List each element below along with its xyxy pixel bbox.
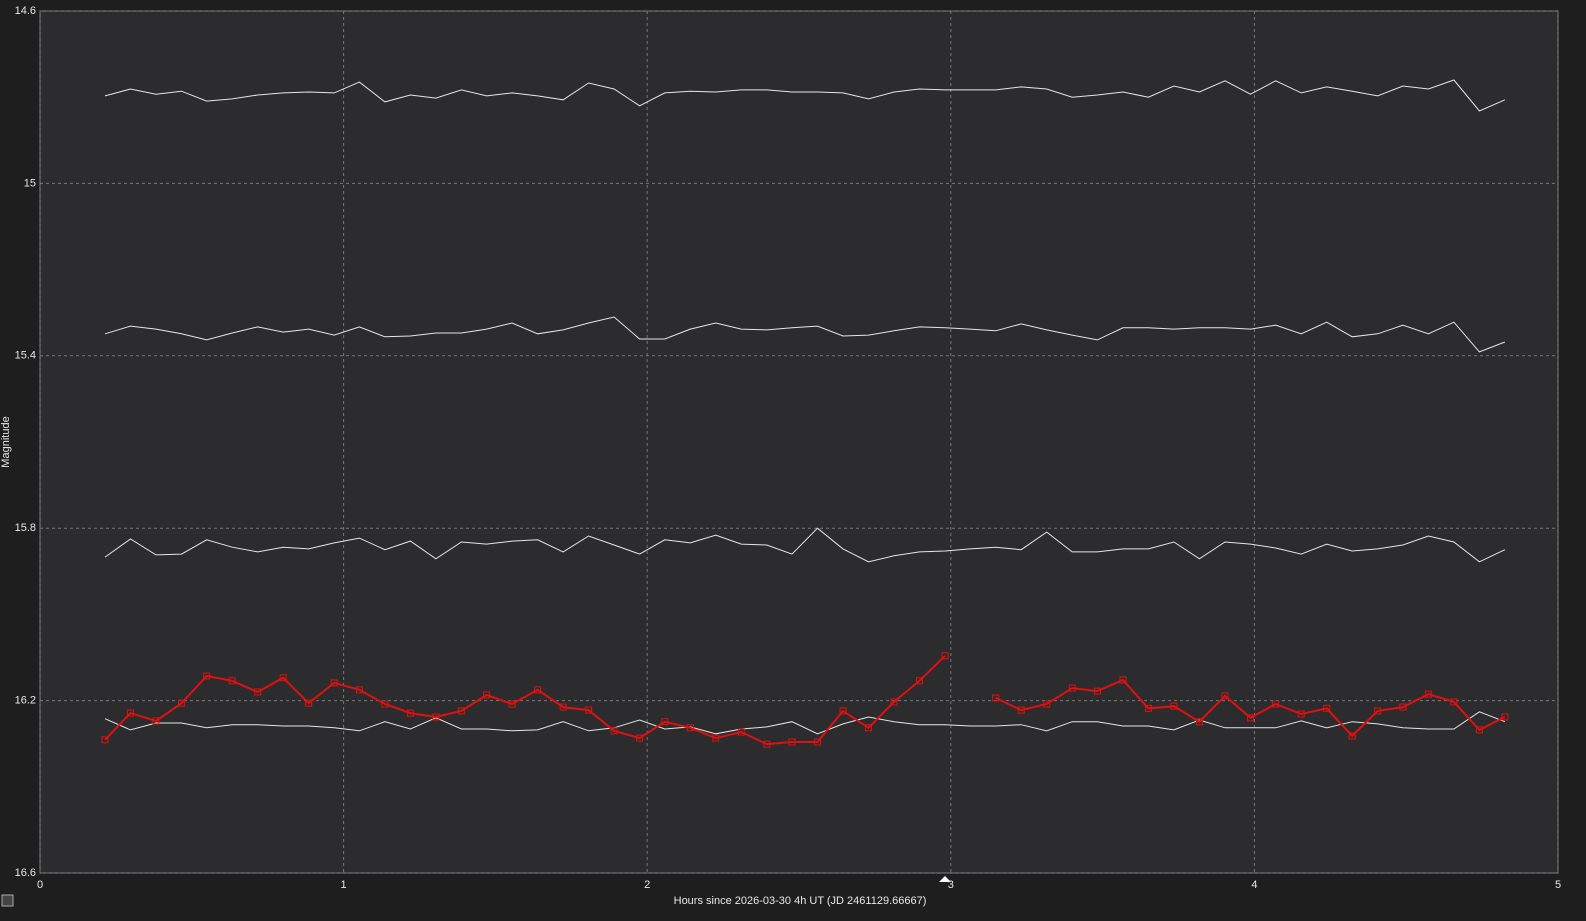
y-tick-label: 15 (24, 177, 36, 189)
data-point (763, 740, 771, 748)
y-axis-label: Magnitude (0, 416, 12, 467)
data-point (788, 738, 796, 746)
data-point (636, 734, 644, 742)
data-point (406, 709, 414, 717)
data-point (1399, 703, 1407, 711)
x-axis-label: Hours since 2026-03-30 4h UT (JD 2461129… (674, 895, 927, 907)
data-point (941, 652, 949, 660)
data-point (1221, 692, 1229, 700)
data-point (661, 718, 669, 726)
data-point (865, 724, 873, 732)
data-point (1374, 707, 1382, 715)
data-point (1501, 713, 1509, 721)
data-point (152, 717, 160, 725)
data-point (737, 728, 745, 736)
data-point (1119, 676, 1127, 684)
data-point (712, 734, 720, 742)
data-point (1017, 706, 1025, 714)
x-tick-label: 1 (341, 879, 347, 891)
data-point (1093, 687, 1101, 695)
data-point (534, 686, 542, 694)
data-point (203, 672, 211, 680)
x-tick-label: 0 (37, 879, 43, 891)
data-point (1272, 700, 1280, 708)
data-point (1246, 714, 1254, 722)
data-point (508, 700, 516, 708)
current-time-marker (939, 876, 951, 882)
data-point (814, 738, 822, 746)
data-point (1424, 690, 1432, 698)
data-point (126, 709, 134, 717)
data-point (483, 691, 491, 699)
data-point (559, 703, 567, 711)
data-point (1348, 732, 1356, 740)
data-point (279, 674, 287, 682)
data-point (1475, 726, 1483, 734)
x-tick-label: 4 (1251, 879, 1257, 891)
data-point (101, 736, 109, 744)
data-point (1170, 702, 1178, 710)
data-point (305, 699, 313, 707)
data-point (228, 677, 236, 685)
y-tick-label: 14.6 (15, 5, 36, 17)
data-point (610, 727, 618, 735)
series-line (104, 316, 1506, 353)
x-tick-label: 3 (948, 879, 954, 891)
data-point (330, 679, 338, 687)
data-point (254, 688, 262, 696)
series-line (104, 711, 1506, 735)
data-point (1297, 710, 1305, 718)
data-point (890, 698, 898, 706)
data-point (916, 677, 924, 685)
data-point (992, 694, 1000, 702)
y-tick-label: 15.4 (15, 350, 36, 362)
data-point (381, 700, 389, 708)
data-point (457, 707, 465, 715)
series-line (104, 79, 1506, 112)
x-tick-label: 5 (1555, 879, 1561, 891)
series-line (104, 655, 1506, 746)
y-tick-label: 16.2 (15, 695, 36, 707)
data-point (1450, 698, 1458, 706)
x-tick-label: 2 (644, 879, 650, 891)
data-point (1043, 700, 1051, 708)
data-point (1068, 684, 1076, 692)
data-point (177, 699, 185, 707)
data-point (585, 706, 593, 714)
data-point (1195, 718, 1203, 726)
data-point (1323, 704, 1331, 712)
data-point (432, 713, 440, 721)
plot-area (39, 10, 1559, 874)
y-tick-label: 15.8 (15, 522, 36, 534)
data-point (839, 707, 847, 715)
data-point (1144, 704, 1152, 712)
y-tick-label: 16.6 (15, 867, 36, 879)
data-point (355, 686, 363, 694)
series-line (104, 527, 1506, 563)
corner-button[interactable] (1, 894, 14, 907)
data-point (686, 724, 694, 732)
